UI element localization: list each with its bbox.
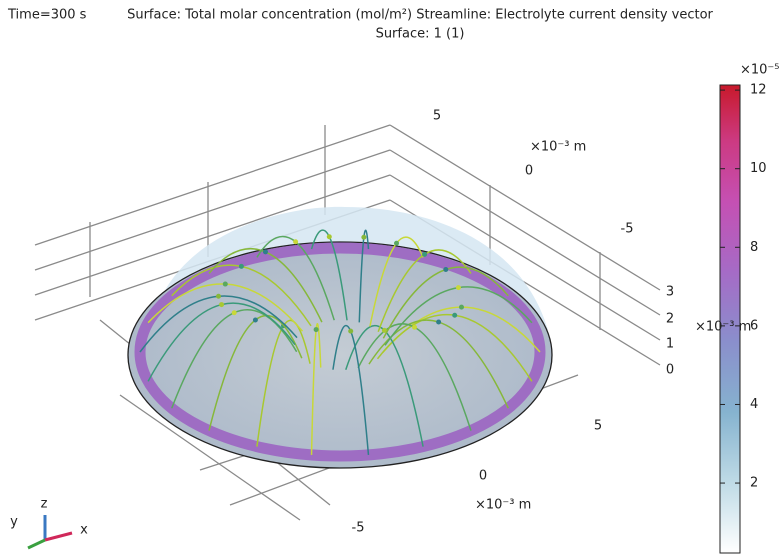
- colorbar-tick-label: 12: [750, 83, 767, 98]
- plot-title: Surface: Total molar concentration (mol/…: [127, 8, 713, 23]
- colorbar-tick-label: 4: [750, 397, 758, 412]
- stream-arrow: [314, 327, 319, 332]
- colorbar-tick-label: 2: [750, 476, 758, 491]
- stream-arrow: [348, 329, 353, 334]
- triad-y: y: [10, 515, 18, 530]
- stream-arrow: [456, 285, 461, 290]
- colorbar-exponent: ×10⁻⁵: [740, 63, 780, 78]
- stream-arrow: [443, 267, 448, 272]
- x-tick-label: 5: [594, 419, 602, 434]
- x-tick-label: 0: [479, 469, 487, 484]
- stream-arrow: [293, 239, 298, 244]
- axis-triad: z x y: [10, 497, 88, 549]
- x-tick-label: -5: [352, 521, 365, 536]
- stream-arrow: [263, 249, 268, 254]
- y-tick-label: 5: [433, 109, 441, 124]
- z-tick-label: 3: [666, 285, 674, 300]
- time-label: Time=300 s: [7, 8, 87, 23]
- triad-x: x: [80, 523, 88, 538]
- stream-arrow: [216, 294, 221, 299]
- stream-arrow: [436, 320, 441, 325]
- stream-arrow: [422, 252, 427, 257]
- z-tick-label: 0: [666, 363, 674, 378]
- stream-arrow: [459, 305, 464, 310]
- stream-arrow: [253, 317, 258, 322]
- x-axis-unit: ×10⁻³ m: [475, 498, 531, 513]
- y-tick-label: -5: [621, 222, 634, 237]
- z-axis-unit: ×10⁻³ m: [695, 320, 751, 335]
- y-tick-label: 0: [525, 164, 533, 179]
- triad-z: z: [41, 497, 48, 512]
- y-axis-unit: ×10⁻³ m: [530, 140, 586, 155]
- z-tick-label: 1: [666, 337, 674, 352]
- stream-arrow: [232, 310, 237, 315]
- stream-arrow: [361, 235, 366, 240]
- stream-arrow: [394, 241, 399, 246]
- stream-arrow: [219, 302, 224, 307]
- z-tick-label: 2: [666, 312, 674, 327]
- stream-arrow: [452, 313, 457, 318]
- colorbar-tick-label: 10: [750, 161, 767, 176]
- colorbar-tick-label: 8: [750, 240, 758, 255]
- stream-arrow: [239, 264, 244, 269]
- plot-subtitle: Surface: 1 (1): [376, 27, 465, 42]
- plot-view: Time=300 s Surface: Total molar concentr…: [0, 0, 781, 557]
- stream-arrow: [412, 325, 417, 330]
- stream-arrow: [223, 282, 228, 287]
- stream-arrow: [327, 234, 332, 239]
